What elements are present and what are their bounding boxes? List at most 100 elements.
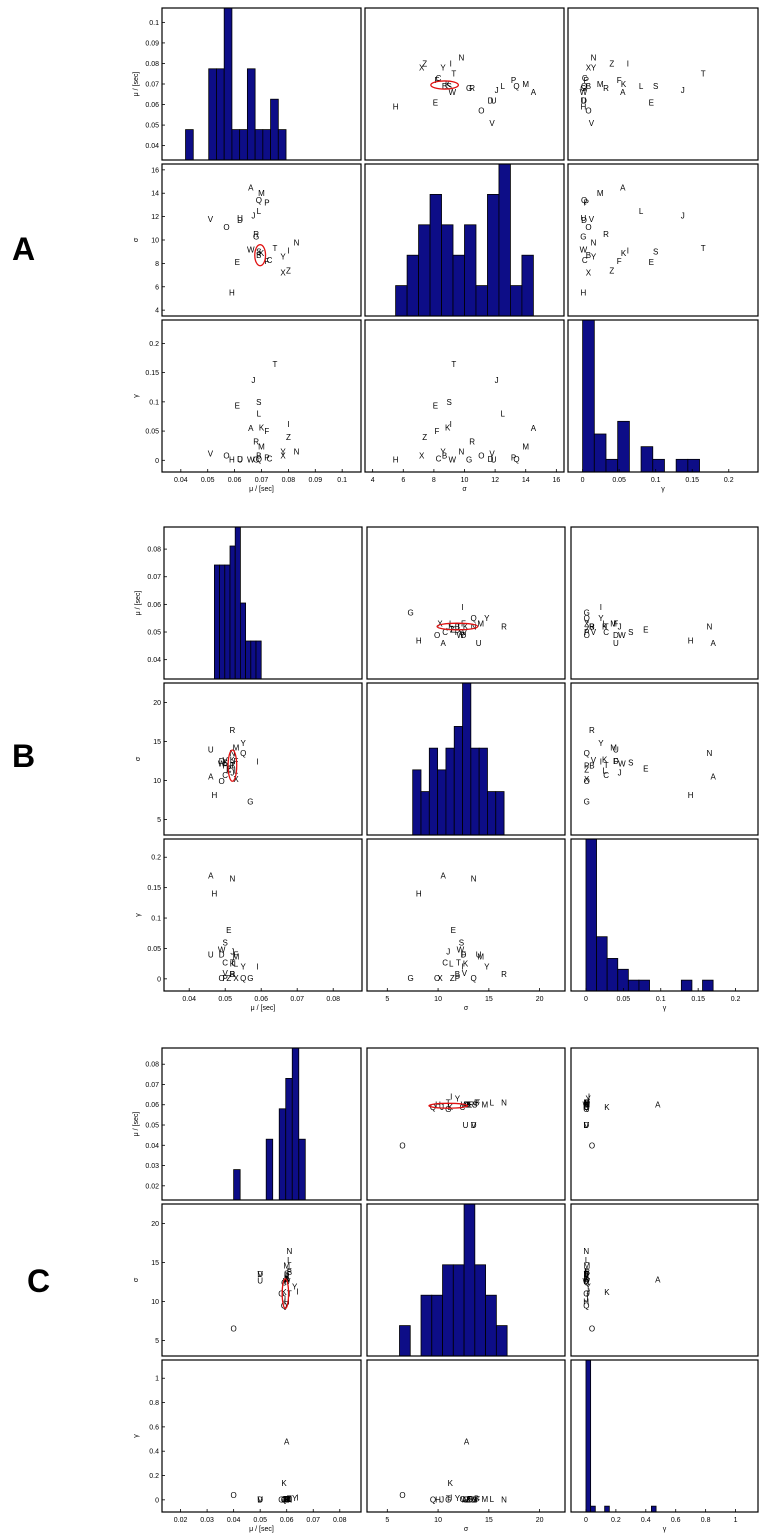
- error-ellipse-c-0-1: [428, 1102, 469, 1109]
- point-a-A-0-2: A: [620, 88, 626, 97]
- ylabel-c-gamma: γ: [133, 1434, 140, 1438]
- hist-bar-a-sigma-2: [418, 224, 431, 317]
- point-c-D-1-0: D: [257, 1270, 263, 1279]
- axes-frame-b-1-0: [163, 682, 363, 836]
- axes-frame-b-1-2: [570, 682, 759, 836]
- hist-bar-b-sigma-4: [445, 747, 455, 836]
- point-a-E-1-2: E: [649, 258, 654, 267]
- point-b-G-0-1: G: [408, 609, 414, 618]
- xtick-label-b-mu-2: 0.06: [254, 996, 268, 1003]
- point-c-G-0-2: G: [583, 1105, 589, 1114]
- point-b-G-1-2: G: [584, 797, 590, 806]
- panel-a-cell-1-2: A BC D E F G H I J K L M NO PQ R S T U V W XY Z: [567, 163, 759, 317]
- ytick-label-a-mu-2: 0.06: [145, 102, 159, 109]
- point-c-N-1-0: N: [286, 1247, 292, 1256]
- point-b-W-1-0: W: [218, 759, 226, 768]
- point-b-O-0-2: O: [584, 631, 590, 640]
- axes-frame-c-0-1: [366, 1047, 566, 1201]
- point-c-D-0-2: D: [583, 1121, 589, 1130]
- point-b-P-2-0: P: [223, 974, 228, 983]
- point-c-I-0-1: I: [450, 1093, 452, 1102]
- hist-bar-b-mu-0: [213, 564, 220, 680]
- xtick-label-c-mu-5: 0.07: [306, 1517, 320, 1524]
- hist-bar-b-gamma-11: [702, 979, 714, 992]
- panel-c-cell-2-2: 0 0.2 0.4 0.6 0.8 1 γ: [570, 1359, 759, 1533]
- point-b-A-1-0: A: [208, 773, 214, 782]
- ylabel-a-sigma: σ: [133, 237, 140, 242]
- point-c-L-2-1: L: [490, 1495, 495, 1504]
- point-a-O-0-2: O: [585, 107, 591, 116]
- point-c-G-1-2: G: [583, 1290, 589, 1299]
- point-a-A-1-0: A: [248, 183, 254, 192]
- point-b-D-0-2: D: [613, 631, 619, 640]
- point-c-M-1-2: M: [584, 1262, 591, 1271]
- xlabel-b-sigma: σ: [464, 1005, 469, 1012]
- point-b-L-0-1: L: [449, 620, 454, 629]
- point-a-W-1-0: W: [247, 245, 255, 254]
- point-a-Z-0-1: Z: [422, 59, 427, 68]
- point-b-T-0-2: T: [604, 622, 609, 631]
- point-a-Y-2-1: Y: [440, 448, 446, 457]
- point-a-J-0-1: J: [495, 86, 499, 95]
- point-b-I-1-0: I: [256, 758, 258, 767]
- axes-frame-b-0-0: [163, 526, 363, 680]
- ytick-label-c-mu-6: 0.08: [145, 1062, 159, 1069]
- point-b-K-1-2: K: [602, 755, 608, 764]
- point-a-C-2-0: C: [267, 455, 273, 464]
- point-a-Y-1-2: Y: [591, 252, 597, 261]
- point-c-I-2-0: I: [296, 1493, 298, 1502]
- point-b-W-2-0: W: [218, 946, 226, 955]
- point-a-B-0-2: B: [586, 82, 591, 91]
- point-b-Z-2-1: Z: [450, 974, 455, 983]
- ylabel-b-sigma: σ: [135, 756, 142, 761]
- point-a-G-0-1: G: [466, 84, 472, 93]
- point-c-B-0-2: B: [585, 1099, 590, 1108]
- point-a-X-1-0: X: [280, 269, 286, 278]
- point-a-T-2-1: T: [451, 360, 456, 369]
- axes-frame-b-0-1: [366, 526, 566, 680]
- point-a-H-1-2: H: [580, 289, 586, 298]
- point-c-N-0-1: N: [501, 1099, 507, 1108]
- point-b-N-0-2: N: [706, 622, 712, 631]
- point-c-L-0-1: L: [490, 1099, 495, 1108]
- point-b-D-1-0: D: [219, 757, 225, 766]
- axes-frame-b-0-2: [570, 526, 759, 680]
- point-b-X-0-2: X: [584, 620, 590, 629]
- point-c-B-0-1: B: [474, 1099, 479, 1108]
- xlabel-c-mu: μ / [sec]: [249, 1526, 274, 1533]
- point-a-H-1-0: H: [229, 289, 235, 298]
- point-c-Y-2-1: Y: [455, 1494, 461, 1503]
- point-c-W-1-2: W: [582, 1277, 590, 1286]
- axes-frame-c-0-0: [161, 1047, 362, 1201]
- point-c-R-1-2: R: [584, 1272, 590, 1281]
- ytick-label-b-sigma-3: 20: [153, 700, 161, 707]
- point-c-G-1-0: G: [278, 1290, 284, 1299]
- axes-frame-c-1-2: [570, 1203, 759, 1357]
- point-a-F-0-2: F: [617, 76, 622, 85]
- hist-bar-c-sigma-8: [485, 1294, 497, 1357]
- point-b-C-1-2: C: [603, 771, 609, 780]
- point-a-O-1-2: O: [585, 223, 591, 232]
- point-b-M-2-1: M: [477, 952, 484, 961]
- point-c-O-2-1: O: [399, 1491, 405, 1500]
- ytick-label-a-gamma-4: 0.2: [149, 341, 159, 348]
- point-a-O-1-0: O: [223, 223, 229, 232]
- axes-frame-a-1-2: [567, 163, 759, 317]
- axes-frame-c-2-0: [161, 1359, 362, 1513]
- xtick-label-a-gamma-0: 0: [581, 477, 585, 484]
- axes-frame-a-2-2: [567, 319, 759, 473]
- hist-bar-c-sigma-7: [474, 1264, 486, 1357]
- point-c-B-2-1: B: [474, 1495, 479, 1504]
- point-a-X-0-2: X: [586, 64, 592, 73]
- point-a-X-1-2: X: [586, 269, 592, 278]
- hist-bar-c-mu-10: [298, 1138, 306, 1201]
- point-a-G-2-0: G: [253, 456, 259, 465]
- point-a-E-2-0: E: [235, 401, 240, 410]
- xlabel-b-mu: μ / [sec]: [251, 1005, 276, 1012]
- point-b-Y-2-1: Y: [484, 963, 490, 972]
- point-c-H-0-1: H: [435, 1101, 441, 1110]
- point-a-N-1-0: N: [294, 238, 300, 247]
- ytick-label-c-gamma-1: 0.2: [149, 1473, 159, 1480]
